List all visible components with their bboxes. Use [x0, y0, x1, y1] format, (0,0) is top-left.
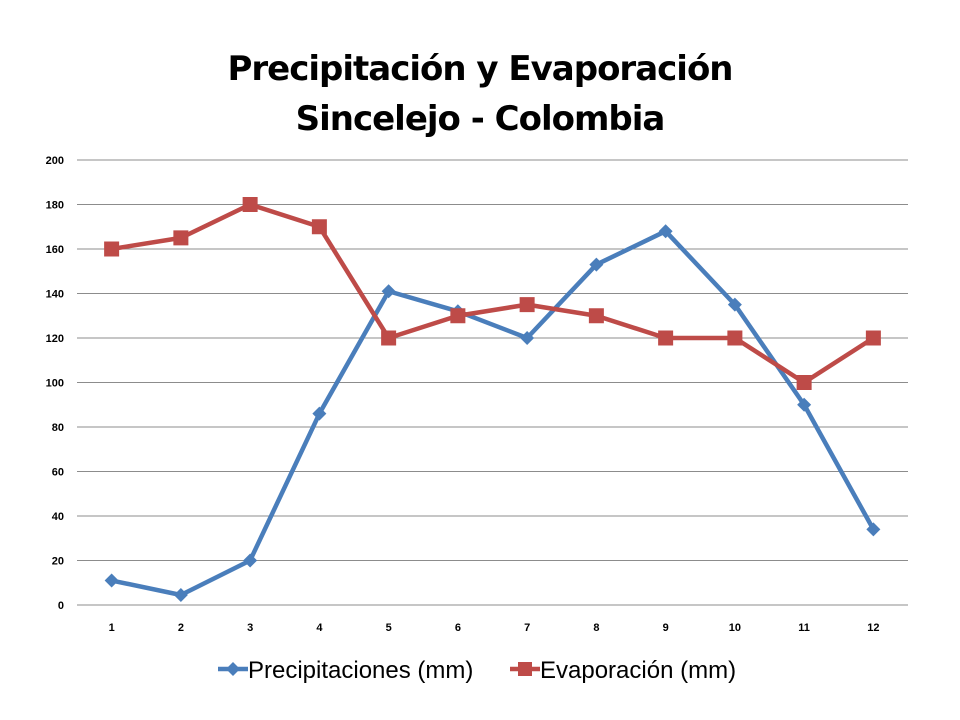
- legend-label-1: Evaporación (mm): [540, 657, 736, 684]
- y-tick-label: 160: [46, 244, 64, 256]
- legend-marker-diamond: [226, 662, 240, 676]
- series-line-1: [111, 202, 875, 385]
- y-tick-label: 80: [52, 422, 64, 434]
- data-point-square: [242, 197, 258, 212]
- y-tick-label: 180: [46, 200, 64, 212]
- y-tick-label: 40: [52, 511, 64, 523]
- data-point-square: [519, 297, 535, 313]
- y-tick-label: 120: [46, 333, 64, 345]
- legend-label-0: Precipitaciones (mm): [248, 657, 473, 684]
- x-tick-label: 11: [798, 622, 810, 634]
- data-point-diamond: [866, 522, 881, 537]
- legend-marker-square: [518, 662, 532, 676]
- x-tick-label: 6: [455, 622, 461, 634]
- data-point-square: [588, 308, 604, 324]
- y-tick-label: 0: [58, 600, 64, 612]
- x-tick-label: 10: [729, 622, 741, 634]
- x-tick-label: 5: [386, 622, 392, 634]
- chart-title-line-2: Sincelejo - Colombia: [295, 99, 666, 139]
- x-tick-label: 1: [109, 622, 115, 634]
- x-tick-label: 9: [663, 622, 669, 634]
- y-tick-label: 200: [46, 155, 64, 167]
- x-tick-label: 3: [247, 622, 253, 634]
- chart-title: Precipitación y Evaporación Sincelejo - …: [0, 44, 960, 144]
- x-tick-label: 2: [178, 622, 184, 634]
- data-point-diamond: [312, 406, 327, 421]
- data-point-diamond: [243, 553, 258, 568]
- data-point-square: [450, 308, 466, 324]
- data-point-diamond: [727, 297, 742, 312]
- y-tick-label: 20: [52, 556, 64, 568]
- data-point-diamond: [658, 224, 673, 239]
- x-tick-label: 12: [867, 622, 879, 634]
- data-point-diamond: [520, 331, 535, 345]
- x-tick-label: 7: [524, 622, 530, 634]
- y-tick-label: 100: [46, 378, 64, 390]
- data-point-diamond: [589, 257, 604, 272]
- data-point-square: [311, 219, 327, 235]
- data-point-square: [173, 230, 189, 246]
- data-point-square: [104, 241, 120, 257]
- x-tick-label: 4: [316, 622, 323, 634]
- data-point-square: [865, 330, 881, 346]
- x-tick-label: 8: [593, 622, 599, 634]
- data-point-diamond: [381, 284, 396, 299]
- data-point-diamond: [797, 397, 812, 412]
- data-point-square: [796, 375, 812, 390]
- y-tick-label: 60: [52, 467, 64, 479]
- y-tick-label: 140: [46, 289, 64, 301]
- data-point-square: [658, 330, 674, 346]
- series-line-0: [111, 228, 876, 598]
- data-point-square: [381, 330, 397, 346]
- data-point-square: [727, 330, 743, 346]
- data-point-diamond: [104, 573, 119, 588]
- chart-title-line-1: Precipitación y Evaporación: [227, 49, 733, 89]
- data-point-diamond: [173, 587, 188, 602]
